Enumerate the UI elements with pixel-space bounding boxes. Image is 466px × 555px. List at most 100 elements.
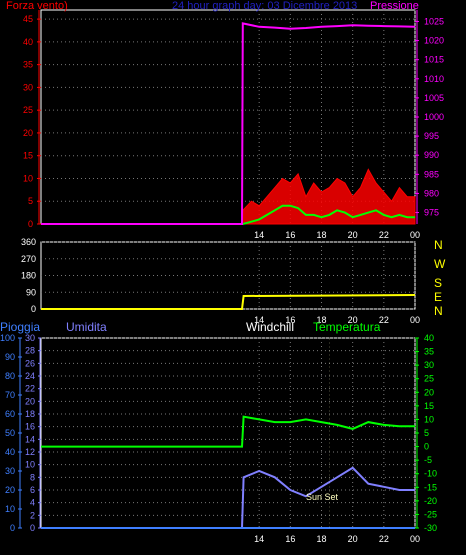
humidity-tick-label: 18 <box>25 409 35 419</box>
rain-tick-label: 0 <box>10 523 15 533</box>
pressure-line <box>41 22 416 225</box>
humidity-tick-label: 16 <box>25 422 35 432</box>
humidity-tick-label: 22 <box>25 384 35 394</box>
rain-tick-label: 40 <box>5 447 15 457</box>
wind-tick-label: 5 <box>28 196 33 206</box>
rain-tick-label: 10 <box>5 504 15 514</box>
temperature-tick-label: -25 <box>424 509 437 519</box>
pressure-tick-label: 995 <box>424 131 439 141</box>
wind-tick-label: 35 <box>23 60 33 70</box>
pressure-tick-label: 985 <box>424 169 439 179</box>
temperature-tick-label: 20 <box>424 387 434 397</box>
x-tick-label: 16 <box>285 315 295 325</box>
direction-tick-label: 270 <box>21 254 36 264</box>
humidity-tick-label: 8 <box>30 472 35 482</box>
x-tick-label: 00 <box>410 534 420 544</box>
humidity-tick-label: 2 <box>30 510 35 520</box>
temperature-line <box>41 415 415 448</box>
humidity-tick-label: 24 <box>25 371 35 381</box>
temperature-tick-label: 35 <box>424 347 434 357</box>
humidity-tick-label: 0 <box>30 523 35 533</box>
wind-direction-line <box>41 294 416 310</box>
wind-tick-label: 30 <box>23 82 33 92</box>
wind-axis-label: Forza vento) <box>6 0 68 12</box>
chart-title: 24 hour graph day: 03 Dicembre 2013 <box>172 0 357 12</box>
temperature-tick-label: 30 <box>424 360 434 370</box>
wind-tick-label: 40 <box>23 37 33 47</box>
direction-letter-e: E <box>434 290 442 304</box>
rain-tick-label: 30 <box>5 466 15 476</box>
pressure-tick-label: 1010 <box>424 74 444 84</box>
bottom-panel-frame <box>40 337 416 529</box>
humidity-line <box>41 466 415 529</box>
x-tick-label: 18 <box>316 315 326 325</box>
rain-tick-label: 60 <box>5 409 15 419</box>
wind-tick-label: 10 <box>23 173 33 183</box>
temperature-tick-label: 15 <box>424 401 434 411</box>
pressure-axis-label: Pressione <box>370 0 419 12</box>
direction-letter-w: W <box>434 257 446 271</box>
temperature-tick-label: 5 <box>424 428 429 438</box>
x-tick-label: 14 <box>254 534 264 544</box>
wind-average-line <box>41 204 415 225</box>
humidity-tick-label: 30 <box>25 333 35 343</box>
humidity-tick-label: 28 <box>25 346 35 356</box>
humidity-tick-label: 6 <box>30 485 35 495</box>
direction-letter-s: S <box>434 276 442 290</box>
x-tick-label: 16 <box>285 230 295 240</box>
x-tick-label: 00 <box>410 230 420 240</box>
x-tick-label: 22 <box>379 315 389 325</box>
direction-tick-label: 360 <box>21 237 36 247</box>
pressure-tick-label: 1005 <box>424 93 444 103</box>
direction-tick-label: 180 <box>21 271 36 281</box>
humidity-axis-label: Umidita <box>66 320 107 334</box>
temperature-tick-label: -5 <box>424 455 432 465</box>
wind-tick-label: 0 <box>28 219 33 229</box>
rain-axis-label: Pioggia <box>0 320 40 334</box>
pressure-tick-label: 1015 <box>424 55 444 65</box>
wind-tick-label: 25 <box>23 105 33 115</box>
pressure-tick-label: 980 <box>424 188 439 198</box>
temperature-tick-label: -20 <box>424 496 437 506</box>
temperature-tick-label: 10 <box>424 414 434 424</box>
sunset-annotation: Sun Set <box>306 492 339 502</box>
pressure-tick-label: 1020 <box>424 36 444 46</box>
x-tick-label: 20 <box>348 315 358 325</box>
x-tick-label: 16 <box>285 534 295 544</box>
x-tick-label: 22 <box>379 534 389 544</box>
x-tick-label: 18 <box>316 230 326 240</box>
temperature-tick-label: -30 <box>424 523 437 533</box>
humidity-tick-label: 4 <box>30 498 35 508</box>
rain-tick-label: 90 <box>5 352 15 362</box>
rain-tick-label: 100 <box>0 333 15 343</box>
x-tick-label: 14 <box>254 230 264 240</box>
rain-tick-label: 80 <box>5 371 15 381</box>
wind-gust-area <box>41 168 416 225</box>
windchill-label: Windchill <box>246 320 294 334</box>
direction-letter-n-bottom: N <box>434 304 443 318</box>
pressure-tick-label: 975 <box>424 208 439 218</box>
humidity-tick-label: 14 <box>25 434 35 444</box>
x-tick-label: 20 <box>348 534 358 544</box>
temperature-axis-label: Temperatura <box>313 320 381 334</box>
temperature-tick-label: 0 <box>424 442 429 452</box>
humidity-tick-label: 20 <box>25 396 35 406</box>
x-tick-label: 00 <box>410 315 420 325</box>
x-tick-label: 18 <box>316 534 326 544</box>
pressure-tick-label: 1000 <box>424 112 444 122</box>
wind-tick-label: 45 <box>23 14 33 24</box>
temperature-tick-label: -15 <box>424 482 437 492</box>
temperature-tick-label: 25 <box>424 374 434 384</box>
wind-tick-label: 20 <box>23 128 33 138</box>
humidity-tick-label: 10 <box>25 460 35 470</box>
x-tick-label: 20 <box>348 230 358 240</box>
direction-letter-n-top: N <box>434 238 443 252</box>
rain-tick-label: 20 <box>5 485 15 495</box>
x-tick-label: 14 <box>254 315 264 325</box>
rain-tick-label: 50 <box>5 428 15 438</box>
rain-tick-label: 70 <box>5 390 15 400</box>
wind-tick-label: 15 <box>23 151 33 161</box>
direction-tick-label: 0 <box>31 304 36 314</box>
direction-tick-label: 90 <box>26 287 36 297</box>
